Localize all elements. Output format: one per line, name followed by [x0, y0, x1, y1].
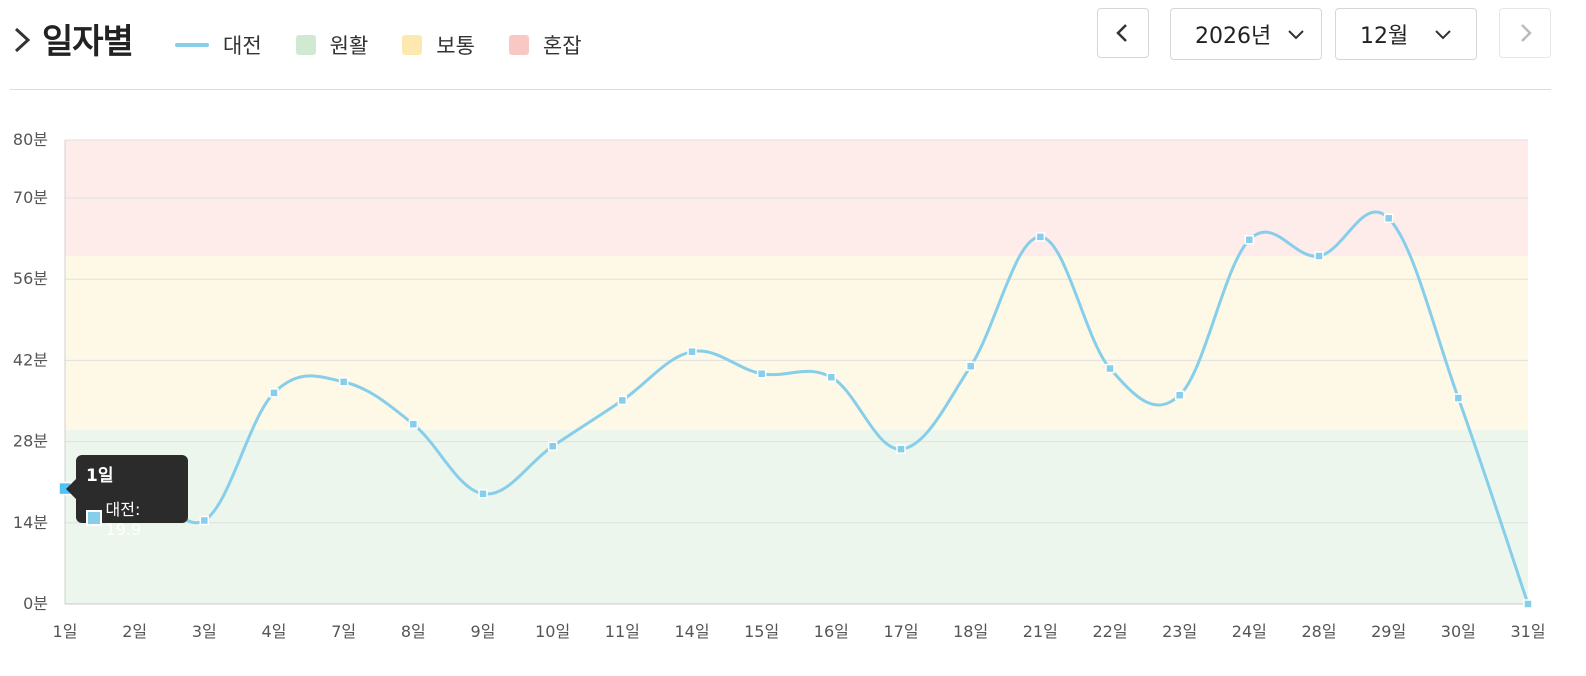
chevron-right-icon — [1521, 24, 1532, 42]
tooltip-series-swatch — [86, 509, 102, 526]
x-tick-label: 4일 — [262, 622, 287, 641]
x-tick-label: 29일 — [1371, 622, 1406, 641]
x-tick-label: 24일 — [1232, 622, 1267, 641]
x-tick-label: 2일 — [122, 622, 147, 641]
x-tick-label: 23일 — [1162, 622, 1197, 641]
data-point-11일 — [617, 395, 628, 406]
chart-legend: 대전 원활 보통 혼잡 — [175, 30, 616, 60]
x-tick-label: 3일 — [192, 622, 217, 641]
legend-label: 원활 — [329, 34, 369, 58]
data-point-17일 — [896, 444, 906, 454]
y-tick-label: 70분 — [13, 188, 48, 207]
data-point-30일 — [1453, 393, 1464, 403]
data-point-14일 — [687, 346, 697, 357]
page-title: 일자별 — [42, 22, 134, 62]
band-보통 — [65, 256, 1528, 430]
legend-box-swatch — [295, 35, 316, 55]
legend-item-daejeon[interactable]: 대전 — [175, 30, 262, 60]
title-group: 일자별 — [10, 14, 134, 63]
x-tick-label: 14일 — [674, 622, 709, 641]
legend-label: 보통 — [436, 34, 475, 58]
chevron-down-icon — [1435, 30, 1451, 40]
chart-tooltip: 1일 대전: 19.9 — [66, 455, 188, 539]
y-tick-label: 80분 — [13, 130, 48, 149]
data-point-31일 — [1523, 599, 1533, 609]
data-point-18일 — [965, 361, 976, 371]
month-select[interactable]: 12월 — [1335, 8, 1477, 60]
x-tick-label: 18일 — [953, 622, 988, 641]
y-tick-label: 0분 — [23, 594, 48, 613]
chart-header: 일자별 대전 원활 보통 혼잡 2026년 12월 — [0, 0, 1586, 90]
data-point-29일 — [1383, 213, 1394, 224]
y-tick-label: 28분 — [13, 432, 48, 451]
x-tick-label: 15일 — [744, 622, 779, 641]
chevron-left-icon — [1116, 24, 1127, 42]
data-point-7일 — [338, 377, 349, 387]
x-tick-label: 22일 — [1092, 622, 1127, 641]
tooltip-text: 대전: 19.9 — [105, 500, 142, 539]
data-point-9일 — [478, 489, 488, 499]
x-tick-label: 17일 — [883, 622, 918, 641]
line-chart: 0분 14분 28분 42분 56분 70분 80분 1일 2일 3일 4일 7일 8일 9일 10일 11… — [13, 130, 1546, 641]
x-tick-label: 10일 — [535, 622, 570, 641]
y-tick-label: 14분 — [13, 513, 48, 532]
data-point-10일 — [547, 441, 558, 451]
data-point-22일 — [1105, 363, 1115, 374]
tooltip-title: 1일 — [86, 466, 114, 486]
next-month-button[interactable] — [1499, 8, 1551, 58]
x-tick-label: 9일 — [471, 622, 496, 641]
year-select[interactable]: 2026년 — [1170, 8, 1322, 60]
legend-line-swatch — [175, 43, 209, 47]
data-point-23일 — [1174, 390, 1185, 400]
x-tick-label: 8일 — [401, 622, 426, 641]
chart-area: 0분 14분 28분 42분 56분 70분 80분 1일 2일 3일 4일 7일 8일 9일 10일 11… — [0, 90, 1586, 672]
legend-item-normal: 보통 — [402, 30, 475, 60]
chevron-down-icon — [1288, 30, 1304, 40]
x-axis: 1일 2일 3일 4일 7일 8일 9일 10일 11일 14일 15일 16일 17일 18일 21일 22… — [53, 622, 1546, 641]
data-point-28일 — [1314, 251, 1324, 261]
data-point-15일 — [756, 368, 767, 379]
prev-month-button[interactable] — [1097, 8, 1149, 58]
legend-label: 대전 — [223, 34, 262, 58]
data-point-4일 — [269, 388, 279, 398]
legend-box-swatch — [508, 35, 529, 55]
legend-box-swatch — [402, 35, 423, 55]
y-tick-label: 56분 — [13, 269, 48, 288]
chevron-right-icon — [14, 27, 31, 52]
data-point-24일 — [1244, 235, 1255, 245]
data-point-21일 — [1035, 232, 1046, 242]
x-tick-label: 31일 — [1510, 622, 1545, 641]
x-tick-label: 7일 — [331, 622, 356, 641]
x-tick-label: 28일 — [1301, 622, 1336, 641]
x-tick-label: 1일 — [53, 622, 78, 641]
y-axis: 0분 14분 28분 42분 56분 70분 80분 — [13, 130, 48, 613]
x-tick-label: 16일 — [814, 622, 849, 641]
data-point-16일 — [826, 372, 837, 382]
grid-lines — [64, 139, 1528, 605]
legend-item-smooth: 원활 — [295, 30, 369, 60]
data-point-8일 — [408, 419, 419, 429]
data-point-3일 — [199, 515, 210, 526]
tooltip-row: 대전: 19.9 — [86, 496, 178, 539]
band-원활 — [65, 430, 1528, 604]
legend-label: 혼잡 — [542, 34, 582, 58]
y-tick-label: 42분 — [13, 350, 48, 369]
x-tick-label: 11일 — [605, 622, 640, 641]
x-tick-label: 21일 — [1023, 622, 1058, 641]
x-tick-label: 30일 — [1441, 622, 1476, 641]
month-select-value: 12월 — [1360, 24, 1409, 49]
level-bands — [65, 140, 1528, 604]
header-divider — [10, 89, 1551, 90]
legend-item-congested: 혼잡 — [508, 30, 582, 60]
year-select-value: 2026년 — [1195, 24, 1272, 49]
